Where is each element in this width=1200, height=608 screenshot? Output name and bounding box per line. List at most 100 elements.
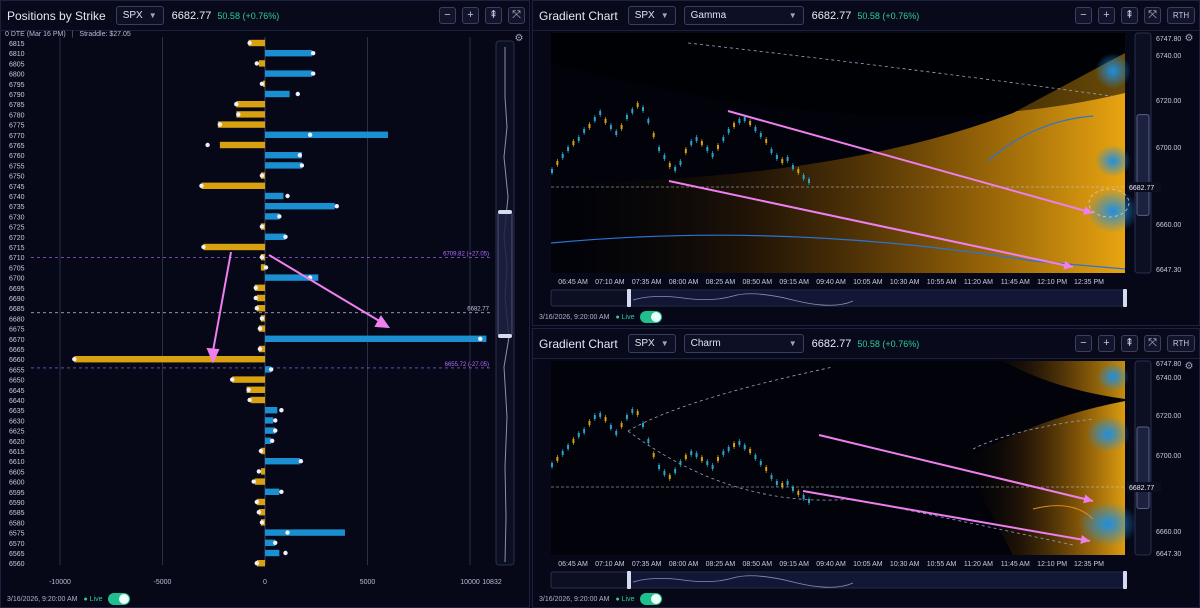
navigator-sparkline <box>632 575 854 588</box>
metric-select[interactable]: Gamma ▼ <box>683 6 804 25</box>
strike-label: 6790 <box>9 92 25 99</box>
current-price-tag <box>1127 182 1161 192</box>
x-tick-label: 09:15 AM <box>779 561 809 568</box>
price-change: 50.58 (+0.76%) <box>217 10 280 21</box>
position-marker <box>295 91 300 97</box>
rth-button[interactable]: RTH <box>1167 335 1195 352</box>
navigator-handle-right[interactable] <box>1123 289 1127 307</box>
candle-body <box>722 137 725 141</box>
zoom-in-button[interactable]: + <box>1098 335 1115 352</box>
footer-timestamp: 3/16/2026, 9:20:00 AM <box>7 595 78 603</box>
gear-icon[interactable]: ⚙ <box>1184 361 1194 372</box>
toolbar: − + ⇞ ⤧ RTH <box>1075 335 1195 352</box>
candle-body <box>733 123 736 127</box>
strike-label: 6680 <box>9 316 25 323</box>
expand-button[interactable]: ⤧ <box>1144 335 1161 352</box>
navigator-handle-left[interactable] <box>627 289 631 307</box>
y-scroll-thumb[interactable] <box>1136 114 1150 216</box>
navigator-handle-left[interactable] <box>627 571 631 589</box>
symbol-select[interactable]: SPX ▼ <box>627 334 676 353</box>
position-marker <box>256 469 262 474</box>
navigator-window[interactable] <box>629 291 1123 305</box>
navigator-window[interactable] <box>629 573 1123 587</box>
position-marker <box>253 285 258 290</box>
metric-select[interactable]: Charm ▼ <box>683 334 804 353</box>
strike-bar <box>265 488 280 495</box>
x-tick-label: 10:05 AM <box>853 561 883 568</box>
x-tick-label: 10:05 AM <box>853 279 883 286</box>
zoom-out-button[interactable]: − <box>439 7 456 24</box>
footer-timestamp: 3/16/2026, 9:20:00 AM <box>539 595 610 603</box>
zoom-out-button[interactable]: − <box>1075 335 1092 352</box>
candle-body <box>577 137 580 141</box>
blue-contour <box>987 115 1094 162</box>
reference-line-label: 6709.82 (+27.05) <box>443 252 489 258</box>
strike-label: 6675 <box>9 327 25 334</box>
fit-vertical-button[interactable]: ⇞ <box>1121 7 1138 24</box>
symbol-select[interactable]: SPX ▼ <box>115 6 164 25</box>
strike-label: 6610 <box>9 459 25 466</box>
range-scrollbar[interactable] <box>495 40 515 566</box>
expand-button[interactable]: ⤧ <box>508 7 525 24</box>
position-marker <box>217 122 223 127</box>
symbol-select[interactable]: SPX ▼ <box>627 6 676 25</box>
annotation-arrow <box>727 110 1094 214</box>
candle-body <box>706 147 709 151</box>
scroll-handle-bottom[interactable] <box>498 334 512 338</box>
strike-label: 6600 <box>9 480 25 487</box>
candle-body <box>631 109 634 113</box>
x-tick-label: 10:30 AM <box>890 279 920 286</box>
y-tick-label: 6740.00 <box>1156 375 1181 382</box>
x-tick-label: 08:25 AM <box>706 279 736 286</box>
metric-value: Gamma <box>690 10 727 21</box>
live-toggle[interactable] <box>640 311 663 323</box>
candle-body <box>561 154 564 158</box>
zoom-in-button[interactable]: + <box>462 7 479 24</box>
y-scroll-thumb[interactable] <box>1136 426 1150 509</box>
position-marker <box>310 51 316 56</box>
x-tick-label: 10:55 AM <box>927 561 957 568</box>
strike-bar <box>256 498 265 506</box>
candle-body <box>727 447 730 451</box>
strike-label: 6795 <box>9 82 25 89</box>
strike-label: 6730 <box>9 214 25 221</box>
strike-label: 6575 <box>9 531 25 538</box>
strike-label: 6755 <box>9 163 25 170</box>
fit-vertical-button[interactable]: ⇞ <box>1121 335 1138 352</box>
strike-bar <box>246 386 265 393</box>
live-toggle[interactable] <box>640 593 663 605</box>
strike-bar <box>258 509 265 516</box>
candle-body <box>620 125 623 129</box>
expand-button[interactable]: ⤧ <box>1144 7 1161 24</box>
x-tick-label: 08:00 AM <box>669 561 699 568</box>
strike-label: 6750 <box>9 174 25 181</box>
gear-icon[interactable]: ⚙ <box>514 33 524 44</box>
live-toggle[interactable] <box>108 593 131 605</box>
candle-body <box>647 439 650 443</box>
candle-body <box>631 409 634 413</box>
position-marker <box>247 40 252 46</box>
gear-icon[interactable]: ⚙ <box>1184 33 1194 44</box>
fit-vertical-button[interactable]: ⇞ <box>485 7 502 24</box>
x-tick-label: 10000 <box>460 579 480 586</box>
zoom-in-button[interactable]: + <box>1098 7 1115 24</box>
zoom-out-button[interactable]: − <box>1075 7 1092 24</box>
candle-body <box>642 423 645 427</box>
strike-bar <box>74 356 265 363</box>
scroll-handle-top[interactable] <box>498 210 512 214</box>
annotation-arrow <box>668 180 1074 268</box>
strike-bar <box>260 468 265 475</box>
position-marker <box>236 112 241 117</box>
price-change: 50.58 (+0.76%) <box>857 10 920 21</box>
position-marker <box>201 244 206 250</box>
gamma-chart: 6740.00 6720.00 6700.00 6660.00 6647.30 6747.… <box>550 32 1181 307</box>
navigator-handle-right[interactable] <box>1123 571 1127 589</box>
position-marker <box>307 132 313 137</box>
navigator-sparkline <box>632 293 854 306</box>
rth-button[interactable]: RTH <box>1167 7 1195 24</box>
annotation-arrowhead <box>1083 206 1093 215</box>
symbol-value: SPX <box>122 10 143 21</box>
strike-bar <box>265 192 284 200</box>
strike-bar <box>236 101 265 108</box>
candle-body <box>791 165 794 169</box>
